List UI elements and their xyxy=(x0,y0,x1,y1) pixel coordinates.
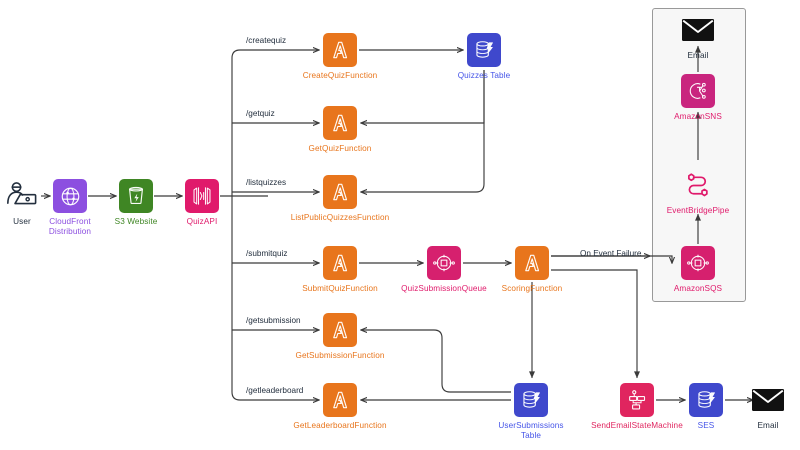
node-label-scoringfn: ScoringFunction xyxy=(501,284,563,293)
lambda-icon xyxy=(323,313,357,347)
node-label-cloudfront: CloudFront Distribution xyxy=(48,217,92,236)
lambda-icon xyxy=(323,106,357,140)
lambda-icon xyxy=(323,246,357,280)
lambda-icon xyxy=(323,175,357,209)
node-label-createquizfn: CreateQuizFunction xyxy=(302,71,378,80)
node-label-submitquizfn: SubmitQuizFunction xyxy=(302,284,378,293)
node-label-quizapi: QuizAPI xyxy=(186,217,218,226)
s3-bucket-icon xyxy=(119,179,153,213)
route-label-createquiz: /createquiz xyxy=(246,36,287,45)
node-label-quizsubmissionq: QuizSubmissionQueue xyxy=(401,284,487,293)
sns-icon xyxy=(681,74,715,108)
node-label-email_top: Email xyxy=(687,51,709,60)
api-gateway-icon xyxy=(185,179,219,213)
node-label-getsubmissionfn: GetSubmissionFunction xyxy=(295,351,385,360)
node-label-eventbridgepipe: EventBridgePipe xyxy=(666,206,730,215)
dynamodb-table-icon xyxy=(467,33,501,67)
node-label-ses: SES xyxy=(697,421,715,430)
node-label-listquizzesfn: ListPublicQuizzesFunction xyxy=(290,213,390,222)
node-label-getquizfn: GetQuizFunction xyxy=(308,144,372,153)
route-label-getleaderboard: /getleaderboard xyxy=(246,386,304,395)
route-label-oneventfailure: On Event Failure xyxy=(580,249,642,258)
node-label-email_bottom: Email xyxy=(757,421,779,430)
cloudfront-icon xyxy=(53,179,87,213)
email-envelope-icon xyxy=(751,383,785,417)
dynamodb-table-icon xyxy=(514,383,548,417)
lambda-icon xyxy=(515,246,549,280)
node-label-s3: S3 Website xyxy=(114,217,158,226)
eventbridge-pipes-icon xyxy=(681,168,715,202)
lambda-icon xyxy=(323,33,357,67)
user-icon xyxy=(5,179,39,213)
route-label-listquizzes: /listquizzes xyxy=(246,178,287,187)
node-label-amazonsns: AmazonSNS xyxy=(674,112,722,121)
lambda-icon xyxy=(323,383,357,417)
ses-icon xyxy=(689,383,723,417)
step-functions-icon xyxy=(620,383,654,417)
node-label-sendemailsm: SendEmailStateMachine xyxy=(591,421,683,430)
node-label-quizzestable: Quizzes Table xyxy=(457,71,511,80)
email-envelope-icon xyxy=(681,13,715,47)
route-label-getsubmission: /getsubmission xyxy=(246,316,301,325)
route-label-submitquiz: /submitquiz xyxy=(246,249,288,258)
sqs-queue-icon xyxy=(427,246,461,280)
sqs-queue-icon xyxy=(681,246,715,280)
node-label-getleaderboardfn: GetLeaderboardFunction xyxy=(293,421,387,430)
node-label-user: User xyxy=(13,217,31,226)
node-label-usersubmissions: UserSubmissions Table xyxy=(498,421,564,440)
route-label-getquiz: /getquiz xyxy=(246,109,275,118)
node-label-amazonsqs: AmazonSQS xyxy=(673,284,723,293)
